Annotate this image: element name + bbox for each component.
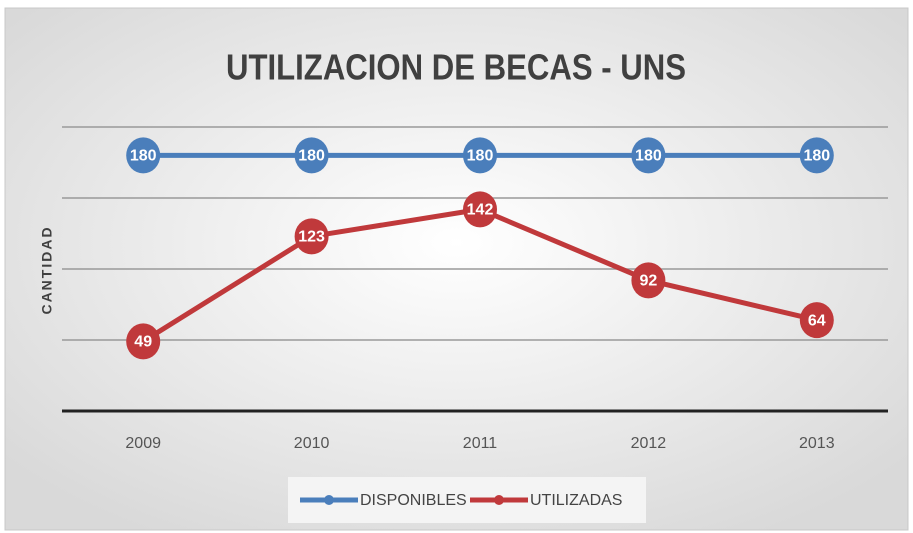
data-label: 180 bbox=[298, 148, 325, 165]
data-label: 180 bbox=[130, 148, 157, 165]
x-tick-label: 2012 bbox=[631, 435, 667, 452]
x-tick-label: 2009 bbox=[125, 435, 161, 452]
data-label: 142 bbox=[467, 202, 494, 219]
data-label: 123 bbox=[298, 229, 325, 246]
legend-marker bbox=[324, 495, 334, 505]
data-point bbox=[126, 137, 161, 174]
data-point bbox=[799, 302, 834, 339]
legend-label: UTILIZADAS bbox=[530, 492, 622, 509]
data-label: 180 bbox=[635, 148, 662, 165]
legend-marker bbox=[494, 495, 504, 505]
x-tick-label: 2010 bbox=[294, 435, 330, 452]
data-label: 92 bbox=[640, 273, 658, 290]
data-label: 180 bbox=[467, 148, 494, 165]
chart-title: UTILIZACION DE BECAS - UNS bbox=[226, 47, 686, 88]
data-point bbox=[294, 137, 329, 174]
data-point bbox=[631, 137, 666, 174]
legend-label: DISPONIBLES bbox=[360, 492, 467, 509]
data-point bbox=[799, 137, 834, 174]
data-label: 180 bbox=[803, 148, 830, 165]
data-point bbox=[294, 218, 329, 255]
y-axis-label: CANTIDAD bbox=[39, 225, 55, 314]
data-label: 49 bbox=[134, 334, 152, 351]
data-point bbox=[126, 323, 161, 360]
data-point bbox=[463, 137, 497, 174]
x-tick-label: 2011 bbox=[463, 435, 498, 452]
x-tick-label: 2013 bbox=[799, 435, 835, 452]
data-point bbox=[463, 191, 497, 228]
data-point bbox=[631, 262, 666, 299]
data-label: 64 bbox=[808, 312, 826, 329]
